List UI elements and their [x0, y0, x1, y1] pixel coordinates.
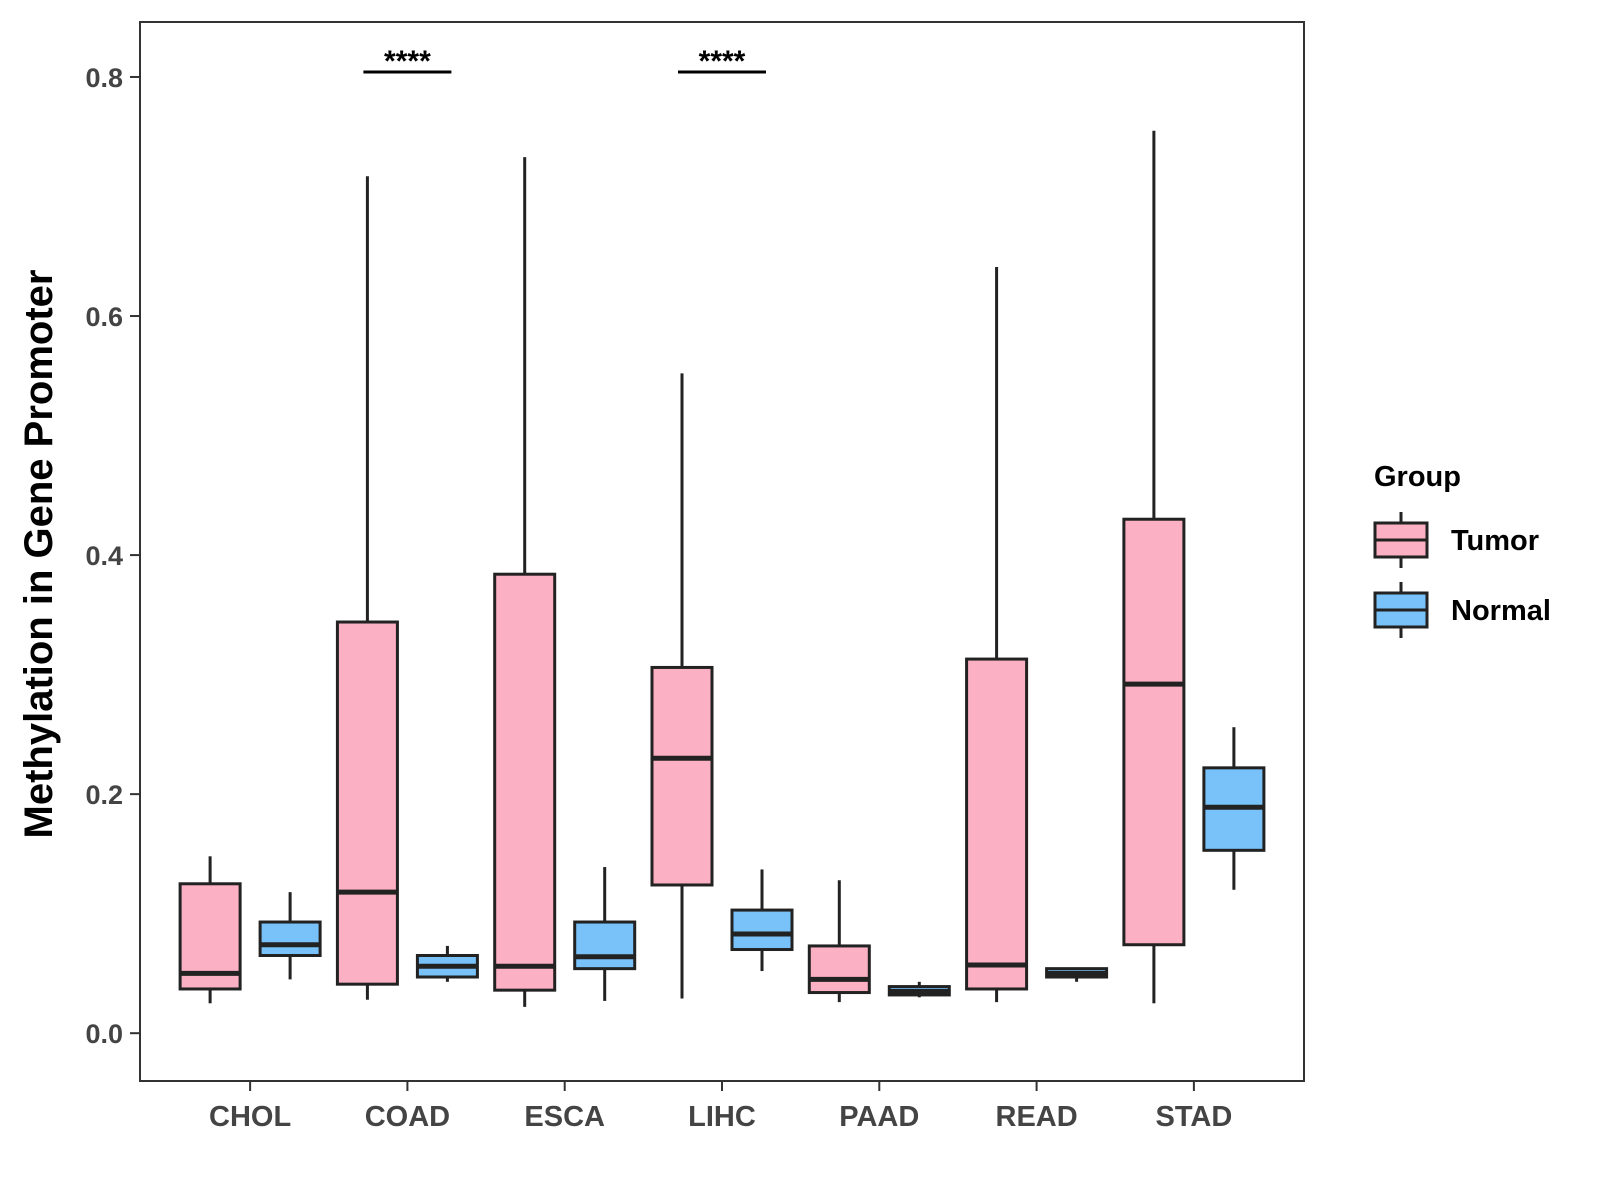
box-body	[258, 920, 322, 957]
box-body	[335, 620, 399, 986]
y-axis: 0.0 0.2 0.4 0.6 0.8	[85, 63, 140, 1049]
y-tick-label: 0.8	[85, 63, 123, 93]
legend: Group Tumor Normal	[1373, 461, 1551, 638]
box-tumor-esca	[493, 157, 557, 1007]
y-tick-label: 0.4	[85, 541, 123, 571]
box-normal-paad	[887, 981, 951, 998]
y-tick-label: 0.6	[85, 302, 123, 332]
box-tumor-stad	[1122, 130, 1186, 1004]
significance-label: ****	[699, 45, 746, 78]
box-tumor-paad	[807, 880, 871, 1003]
legend-entry-tumor: Tumor	[1373, 512, 1539, 568]
box-tumor-coad	[335, 176, 399, 1000]
box-tumor-lihc	[650, 373, 714, 999]
x-tick-label: CHOL	[209, 1101, 291, 1133]
x-tick-label: READ	[996, 1101, 1078, 1133]
box-normal-coad	[415, 945, 479, 982]
y-axis-title: Methylation in Gene Promoter	[17, 270, 61, 839]
legend-label: Normal	[1451, 595, 1551, 627]
box-body	[1122, 517, 1186, 947]
box-normal-esca	[573, 867, 637, 1001]
box-normal-read	[1045, 967, 1109, 982]
x-tick-label: LIHC	[688, 1101, 756, 1133]
boxes	[178, 130, 1266, 1007]
y-tick-label: 0.0	[85, 1019, 123, 1049]
x-tick-label: COAD	[365, 1101, 450, 1133]
significance-annotations: **** ****	[363, 45, 766, 78]
significance-label: ****	[384, 45, 431, 78]
x-axis: CHOL COAD ESCA LIHC PAAD READ STAD	[209, 1081, 1232, 1133]
box-tumor-read	[965, 267, 1029, 1003]
legend-entry-normal: Normal	[1373, 582, 1551, 638]
box-tumor-chol	[178, 856, 242, 1004]
box-normal-lihc	[730, 869, 794, 972]
box-normal-stad	[1202, 727, 1266, 890]
box-body	[730, 908, 794, 952]
box-body	[573, 920, 637, 971]
x-tick-label: ESCA	[524, 1101, 605, 1133]
panel-border	[139, 21, 1305, 1082]
legend-label: Tumor	[1451, 525, 1539, 557]
x-tick-label: PAAD	[839, 1101, 919, 1133]
box-body	[807, 944, 871, 995]
x-tick-label: STAD	[1155, 1101, 1232, 1133]
box-normal-chol	[258, 892, 322, 980]
box-body	[650, 665, 714, 887]
y-tick-label: 0.2	[85, 780, 123, 810]
box-body	[493, 572, 557, 992]
legend-title: Group	[1374, 461, 1461, 493]
box-body	[965, 657, 1029, 991]
